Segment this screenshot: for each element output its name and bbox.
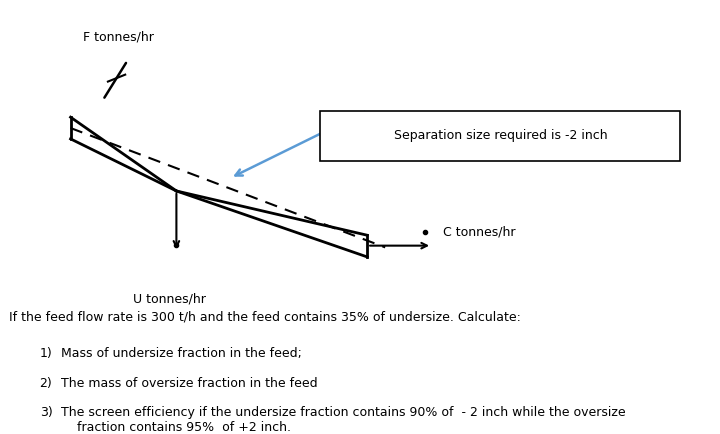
Text: The mass of oversize fraction in the feed: The mass of oversize fraction in the fee… [61,377,318,390]
Text: Separation size required is -2 inch: Separation size required is -2 inch [394,129,607,142]
Text: If the feed flow rate is 300 t/h and the feed contains 35% of undersize. Calcula: If the feed flow rate is 300 t/h and the… [9,310,521,323]
Text: Mass of undersize fraction in the feed;: Mass of undersize fraction in the feed; [61,347,302,360]
Text: F tonnes/hr: F tonnes/hr [83,30,153,43]
FancyBboxPatch shape [320,111,680,161]
Text: 1): 1) [40,347,53,360]
Text: 2): 2) [40,377,53,390]
Text: The screen efficiency if the undersize fraction contains 90% of  - 2 inch while : The screen efficiency if the undersize f… [61,406,626,434]
Text: 3): 3) [40,406,53,419]
Text: U tonnes/hr: U tonnes/hr [132,293,206,306]
Text: C tonnes/hr: C tonnes/hr [443,226,516,239]
